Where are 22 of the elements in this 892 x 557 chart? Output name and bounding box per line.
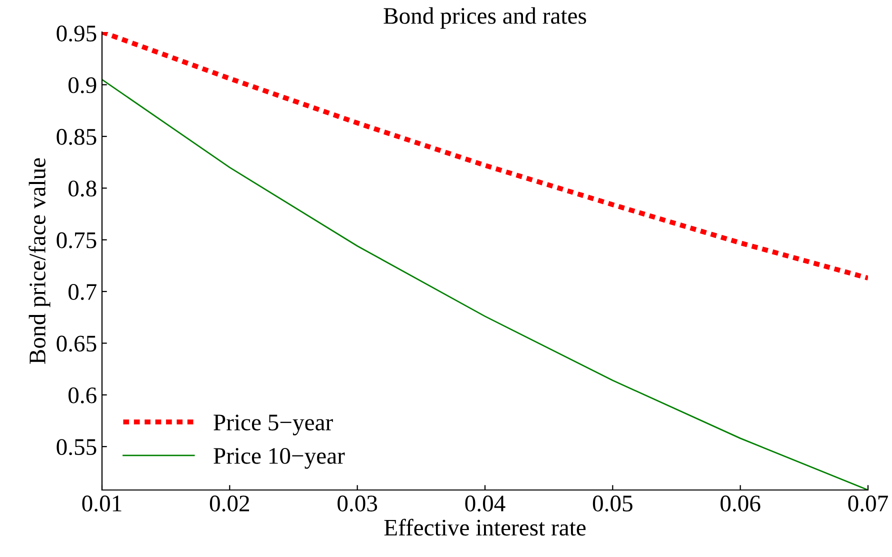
y-tick-label: 0.8 bbox=[68, 180, 96, 197]
legend-label: Price 5−year bbox=[214, 414, 333, 436]
y-tick-label: 0.95 bbox=[56, 26, 96, 42]
y-tick-label: 0.6 bbox=[68, 387, 96, 404]
x-tick-label: 0.01 bbox=[82, 496, 122, 512]
y-tick-label: 0.65 bbox=[56, 336, 96, 352]
chart-title: Bond prices and rates bbox=[384, 7, 586, 29]
y-tick-label: 0.7 bbox=[68, 284, 96, 300]
x-axis-title: Effective interest rate bbox=[384, 518, 586, 536]
y-tick-label: 0.85 bbox=[56, 128, 96, 145]
y-axis-title: Bond price/face value bbox=[28, 158, 50, 364]
y-tick-label: 0.55 bbox=[56, 439, 96, 456]
x-tick-label: 0.03 bbox=[338, 496, 378, 512]
legend-label: Price 10−year bbox=[214, 448, 345, 469]
x-tick-label: 0.07 bbox=[848, 496, 888, 512]
line-series bbox=[102, 32, 868, 280]
x-tick-label: 0.02 bbox=[210, 496, 250, 512]
x-tick-label: 0.06 bbox=[720, 496, 760, 512]
y-tick-label: 0.75 bbox=[56, 232, 96, 248]
x-tick-label: 0.04 bbox=[465, 496, 506, 512]
y-tick-label: 0.9 bbox=[68, 77, 96, 94]
x-tick-label: 0.05 bbox=[592, 496, 632, 512]
